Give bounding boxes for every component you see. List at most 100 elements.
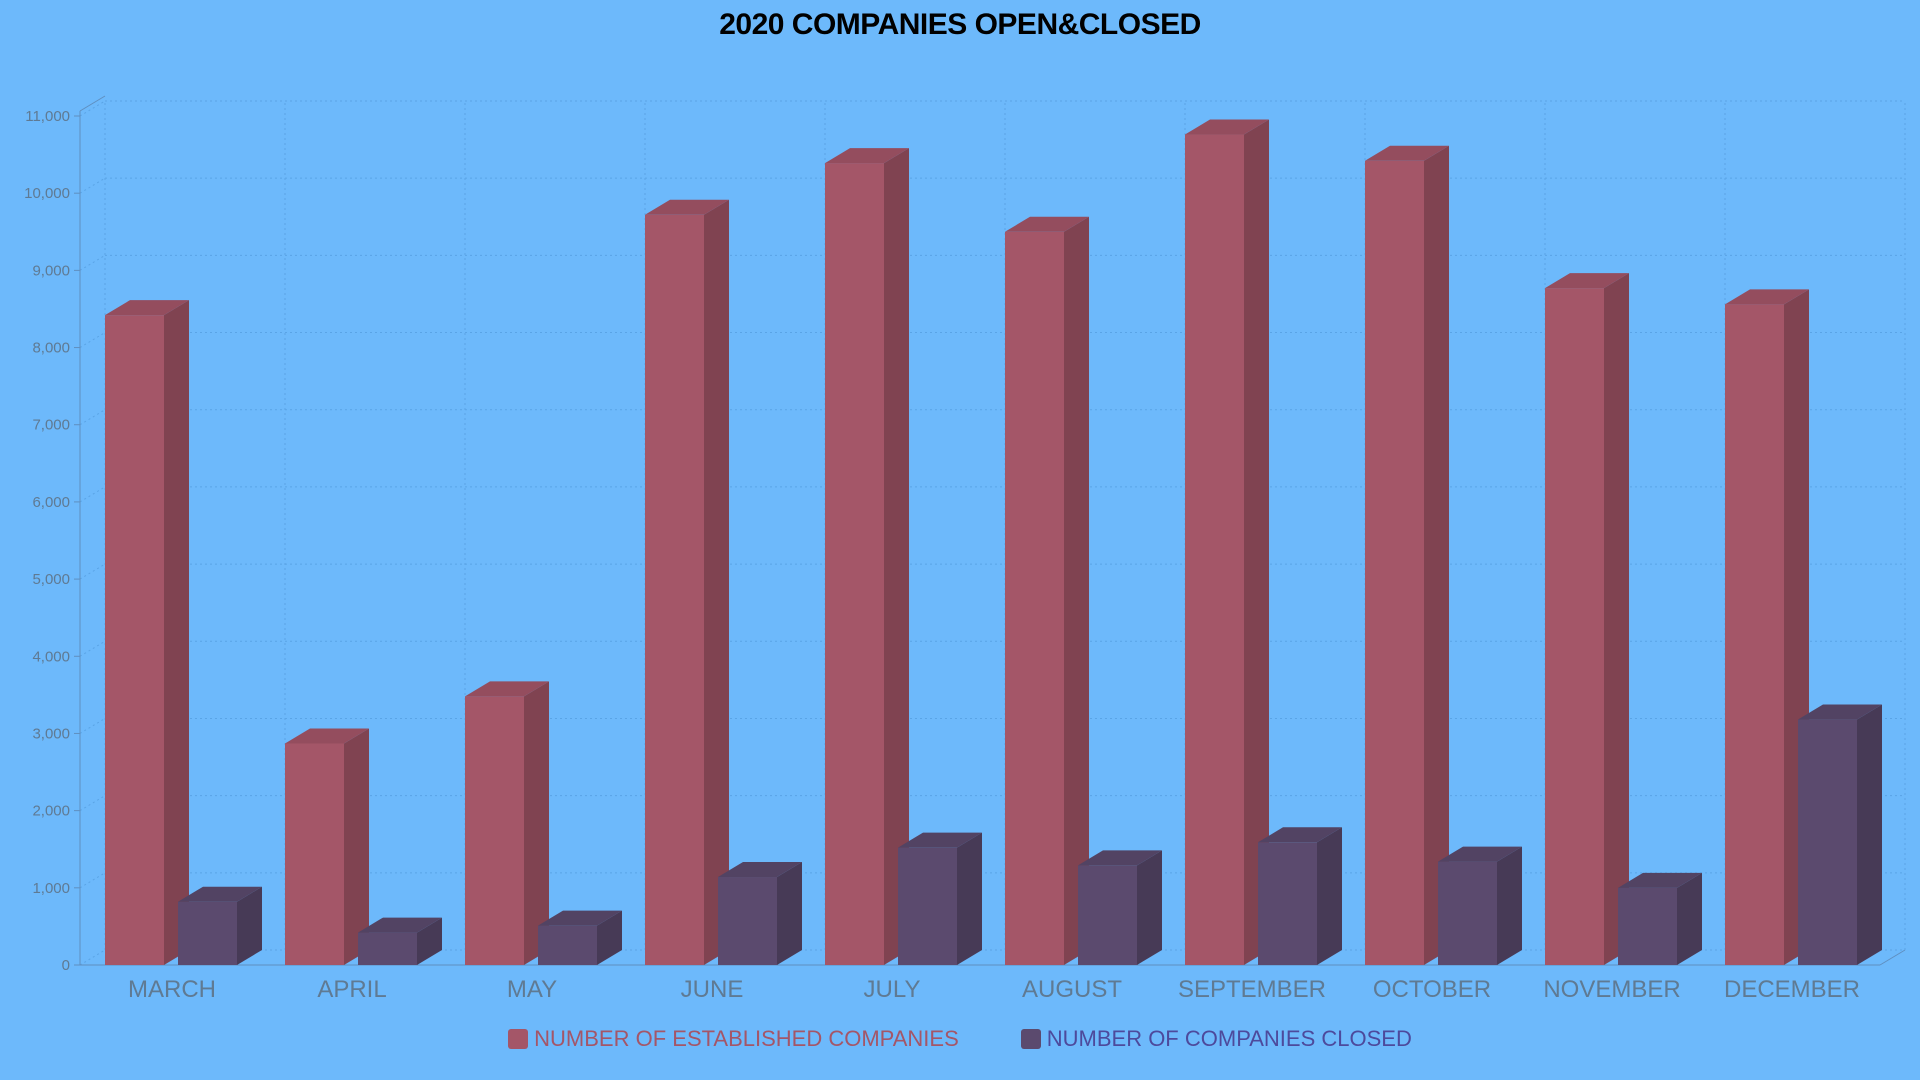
legend: NUMBER OF ESTABLISHED COMPANIES NUMBER O… — [0, 1026, 1920, 1052]
bar-established[interactable] — [105, 315, 164, 965]
gridline-depth — [79, 795, 106, 812]
bar-side-closed — [777, 862, 802, 965]
bar-side-established — [164, 300, 189, 965]
bar-side-closed — [1137, 850, 1162, 965]
bar-side-established — [1604, 273, 1629, 965]
bar-established[interactable] — [645, 214, 704, 965]
bar-established[interactable] — [1185, 134, 1244, 966]
bar-established[interactable] — [825, 163, 884, 965]
gridline-depth — [79, 640, 106, 657]
legend-item-closed[interactable]: NUMBER OF COMPANIES CLOSED — [1020, 1026, 1412, 1052]
bar-established[interactable] — [1365, 160, 1424, 966]
bar-top-closed — [1798, 704, 1882, 720]
bar-closed[interactable] — [1438, 861, 1497, 965]
y-tick-label: 8,000 — [32, 340, 70, 357]
legend-swatch-established — [508, 1029, 529, 1049]
bar-top-closed — [1438, 846, 1522, 862]
y-tick-label: 2,000 — [32, 803, 70, 820]
x-tick-label: MARCH — [128, 976, 216, 1003]
x-tick-label: SEPTEMBER — [1178, 976, 1326, 1003]
bar-side-closed — [1677, 872, 1702, 965]
x-tick-label: MAY — [507, 976, 557, 1003]
bar-top-closed — [538, 910, 622, 926]
bar-established[interactable] — [1725, 304, 1784, 966]
bar-closed[interactable] — [898, 847, 957, 965]
x-tick-label: DECEMBER — [1724, 976, 1860, 1003]
bar-top-established — [1005, 216, 1089, 232]
y-tick-label: 5,000 — [32, 571, 70, 588]
bar-top-closed — [718, 862, 802, 878]
bar-top-closed — [1258, 827, 1342, 843]
y-tick-label: 6,000 — [32, 494, 70, 511]
bar-side-established — [704, 199, 729, 965]
bar-top-closed — [1618, 872, 1702, 888]
x-tick-label: AUGUST — [1022, 976, 1122, 1003]
bar-top-established — [825, 148, 909, 164]
x-tick-label: NOVEMBER — [1543, 976, 1680, 1003]
bar-closed[interactable] — [1618, 887, 1677, 965]
x-tick-label: JUNE — [681, 976, 744, 1003]
bar-established[interactable] — [1545, 288, 1604, 965]
bar-side-established — [1424, 145, 1449, 966]
y-tick-label: 0 — [62, 957, 70, 974]
bar-side-closed — [1497, 846, 1522, 965]
x-tick-label: APRIL — [317, 976, 386, 1003]
y-tick-label: 4,000 — [32, 648, 70, 665]
bar-top-closed — [358, 917, 442, 933]
gridline-depth — [79, 177, 106, 194]
bar-established[interactable] — [1005, 231, 1064, 966]
bar-closed[interactable] — [178, 901, 237, 965]
bar-closed[interactable] — [718, 877, 777, 965]
bar-side-established — [344, 728, 369, 965]
bar-side-closed — [1317, 827, 1342, 965]
bar-established[interactable] — [285, 743, 344, 965]
gridline-depth — [79, 486, 106, 503]
bar-top-closed — [1078, 850, 1162, 866]
legend-item-established[interactable]: NUMBER OF ESTABLISHED COMPANIES — [508, 1026, 959, 1052]
x-axis-depth-line — [1879, 949, 1906, 966]
x-tick-label: OCTOBER — [1373, 976, 1491, 1003]
bar-top-closed — [898, 832, 982, 848]
bar-side-established — [1244, 119, 1269, 966]
y-tick-label: 10,000 — [24, 185, 70, 202]
y-tick-label: 7,000 — [32, 417, 70, 434]
bar-side-closed — [1857, 704, 1882, 965]
bar-side-closed — [957, 832, 982, 965]
bar-closed[interactable] — [538, 925, 597, 965]
gridline-depth — [79, 949, 106, 966]
bar-top-established — [1725, 289, 1809, 305]
gridline-depth — [79, 254, 106, 271]
y-tick-label: 11,000 — [25, 108, 70, 125]
bar-side-established — [884, 148, 909, 965]
bar-side-established — [1064, 216, 1089, 966]
bar-top-established — [645, 199, 729, 215]
bar-side-established — [524, 681, 549, 965]
bar-closed[interactable] — [358, 932, 417, 965]
gridline-depth — [79, 872, 106, 889]
bar-top-established — [1185, 119, 1269, 135]
y-tick-label: 9,000 — [32, 262, 70, 279]
x-tick-label: JULY — [864, 976, 921, 1003]
bar-side-closed — [417, 917, 442, 965]
gridline-depth — [79, 563, 106, 580]
legend-label-closed: NUMBER OF COMPANIES CLOSED — [1046, 1026, 1412, 1051]
bar-established[interactable] — [465, 696, 524, 965]
y-tick-label: 3,000 — [32, 725, 70, 742]
bar-closed[interactable] — [1258, 842, 1317, 965]
bar-top-established — [1365, 145, 1449, 161]
bar-side-closed — [597, 910, 622, 965]
bar-side-closed — [237, 886, 262, 965]
legend-swatch-closed — [1020, 1029, 1041, 1049]
legend-label-established: NUMBER OF ESTABLISHED COMPANIES — [534, 1026, 959, 1051]
bar-top-established — [465, 681, 549, 697]
bar-closed[interactable] — [1078, 865, 1137, 965]
bar-top-established — [1545, 273, 1629, 289]
bar-top-established — [105, 300, 189, 316]
bar-closed[interactable] — [1798, 719, 1857, 965]
y-tick-label: 1,000 — [32, 880, 70, 897]
y-axis-depth-line — [79, 95, 106, 112]
bar-top-established — [285, 728, 369, 744]
bar-top-closed — [178, 886, 262, 902]
gridline-depth — [79, 718, 106, 734]
